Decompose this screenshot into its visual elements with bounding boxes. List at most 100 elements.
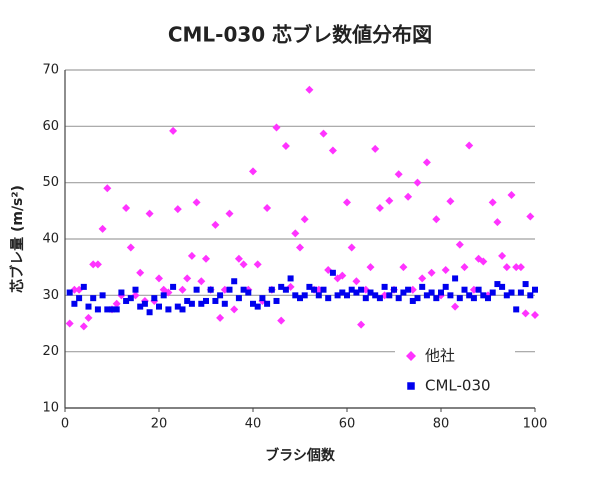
point xyxy=(489,289,496,296)
point xyxy=(516,263,525,272)
point xyxy=(272,123,281,132)
point xyxy=(65,319,74,328)
point xyxy=(503,292,510,299)
point xyxy=(263,204,272,213)
point xyxy=(427,268,436,277)
point xyxy=(240,286,247,293)
point xyxy=(499,283,506,290)
point xyxy=(207,286,214,293)
point xyxy=(372,292,379,299)
point xyxy=(281,142,290,151)
point xyxy=(451,302,460,311)
point xyxy=(202,254,210,263)
point xyxy=(428,289,435,296)
point xyxy=(480,292,487,299)
point xyxy=(442,283,449,290)
point xyxy=(193,286,200,293)
point xyxy=(156,303,162,310)
point xyxy=(422,158,431,167)
point xyxy=(328,146,337,155)
point xyxy=(296,243,304,252)
point xyxy=(376,295,383,302)
point xyxy=(441,265,450,274)
point xyxy=(230,305,239,314)
x-tick-label: 80 xyxy=(433,417,450,432)
point xyxy=(104,306,111,313)
point xyxy=(319,129,328,138)
point xyxy=(85,303,92,310)
point xyxy=(446,197,455,206)
point xyxy=(188,300,195,307)
point xyxy=(521,309,530,318)
point xyxy=(155,274,163,283)
point xyxy=(211,220,220,229)
y-tick-label: 50 xyxy=(42,175,59,190)
point xyxy=(79,322,88,331)
point xyxy=(455,240,464,249)
point xyxy=(225,209,234,218)
point xyxy=(498,251,507,260)
point xyxy=(89,260,98,269)
point xyxy=(216,313,225,322)
point xyxy=(320,286,327,293)
point xyxy=(513,306,520,313)
point xyxy=(292,292,299,299)
point xyxy=(145,209,154,218)
y-tick-label: 40 xyxy=(42,232,59,247)
point xyxy=(197,277,206,286)
chart-title: CML-030 芯ブレ数値分布図 xyxy=(168,23,432,47)
point xyxy=(339,289,346,296)
point xyxy=(508,289,515,296)
point xyxy=(249,167,257,176)
point xyxy=(404,192,413,201)
legend-box xyxy=(395,344,515,400)
point xyxy=(512,263,521,272)
point xyxy=(488,198,497,207)
point xyxy=(315,292,322,299)
point xyxy=(306,283,313,290)
point xyxy=(423,292,430,299)
point xyxy=(413,178,422,187)
point xyxy=(395,295,402,302)
point xyxy=(93,260,102,269)
point xyxy=(151,295,158,302)
point xyxy=(187,251,196,260)
point xyxy=(287,275,294,282)
point xyxy=(329,269,336,276)
point xyxy=(447,292,454,299)
point xyxy=(400,289,407,296)
point xyxy=(532,286,538,293)
point xyxy=(192,198,201,207)
point xyxy=(522,281,529,288)
point xyxy=(419,283,426,290)
point xyxy=(123,297,130,304)
point xyxy=(405,286,412,293)
x-tick-label: 60 xyxy=(339,417,356,432)
point xyxy=(226,286,233,293)
y-tick-label: 10 xyxy=(42,401,59,416)
legend-marker xyxy=(406,351,416,361)
point xyxy=(136,268,145,277)
point xyxy=(409,297,416,304)
point xyxy=(343,198,351,207)
point xyxy=(221,300,228,307)
legend-label: CML-030 xyxy=(425,377,491,395)
point xyxy=(122,204,131,213)
point xyxy=(391,286,397,293)
point xyxy=(311,286,318,293)
point xyxy=(485,295,491,302)
point xyxy=(235,295,242,302)
point xyxy=(399,263,408,272)
point xyxy=(452,275,459,282)
x-axis-label: ブラシ個数 xyxy=(265,447,336,464)
point xyxy=(174,303,181,310)
point xyxy=(414,295,421,302)
point xyxy=(165,306,172,313)
point xyxy=(231,278,238,285)
point xyxy=(80,283,87,290)
point xyxy=(353,289,360,296)
point xyxy=(300,215,309,224)
point xyxy=(71,300,78,307)
point xyxy=(366,263,375,272)
point xyxy=(465,141,474,150)
